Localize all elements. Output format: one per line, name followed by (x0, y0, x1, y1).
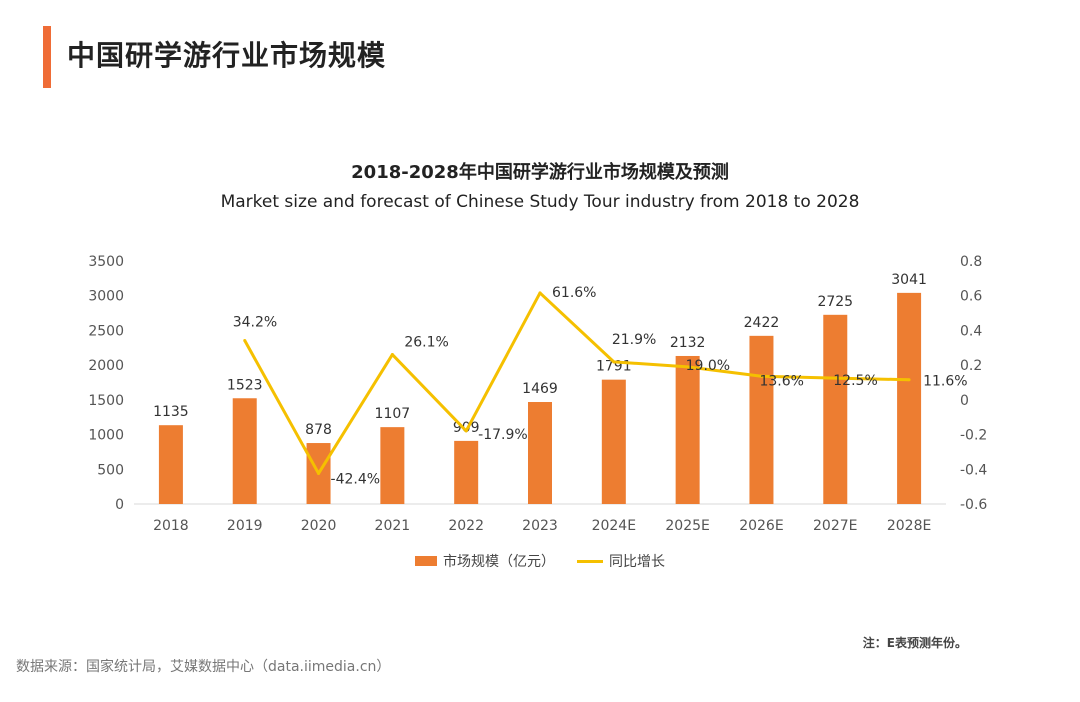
bar (454, 440, 479, 504)
growth-point (907, 378, 911, 382)
x-tick-label: 2027E (813, 518, 857, 534)
growth-value-label: -42.4% (331, 471, 381, 487)
growth-value-label: -17.9% (478, 427, 528, 443)
x-tick-label: 2026E (739, 518, 783, 534)
bar-value-label: 1523 (227, 377, 263, 393)
bar-value-label: 3041 (891, 272, 927, 288)
y-left-tick-label: 1500 (88, 393, 124, 409)
growth-point (759, 374, 763, 378)
growth-point (686, 365, 690, 369)
y-left-tick-label: 3000 (88, 289, 124, 305)
x-tick-label: 2018 (153, 518, 189, 534)
x-tick-label: 2019 (227, 518, 263, 534)
bar (380, 427, 405, 504)
growth-value-label: 61.6% (552, 285, 596, 301)
bar-value-label: 1135 (153, 404, 189, 420)
bar-value-label: 2725 (817, 294, 853, 310)
y-right-tick-label: 0.8 (960, 254, 982, 270)
legend-label-market-size: 市场规模（亿元） (443, 554, 555, 570)
x-tick-label: 2024E (592, 518, 636, 534)
growth-point (243, 338, 247, 342)
x-tick-label: 2025E (665, 518, 709, 534)
growth-point (390, 353, 394, 357)
growth-value-label: 19.0% (686, 358, 730, 374)
y-right-tick-label: 0.6 (960, 289, 982, 305)
bar (601, 379, 626, 504)
x-tick-label: 2021 (375, 518, 411, 534)
growth-value-label: 21.9% (612, 332, 656, 348)
bar-value-label: 1107 (375, 406, 411, 422)
bar (749, 335, 774, 504)
bar (232, 398, 257, 504)
bar-value-label: 2132 (670, 335, 706, 351)
legend-label-growth: 同比增长 (609, 554, 665, 570)
y-left-tick-label: 1000 (88, 428, 124, 444)
bar-value-label: 1469 (522, 381, 558, 397)
x-tick-label: 2023 (522, 518, 558, 534)
growth-value-label: 11.6% (923, 374, 967, 390)
bar (158, 425, 183, 504)
y-left-tick-label: 2500 (88, 323, 124, 339)
x-tick-label: 2020 (301, 518, 337, 534)
legend-line-swatch (577, 559, 603, 563)
growth-value-label: 12.5% (833, 373, 877, 389)
bar (675, 355, 700, 504)
data-source: 数据来源：国家统计局，艾媒数据中心（data.iimedia.cn） (16, 659, 391, 675)
growth-point (612, 360, 616, 364)
growth-line (243, 291, 910, 475)
y-right-tick-label: 0.4 (960, 323, 982, 339)
bar (528, 402, 552, 504)
bar (823, 314, 848, 504)
growth-point (538, 291, 542, 295)
legend-bar-swatch (415, 556, 437, 566)
y-left-tick-label: 2000 (88, 358, 124, 374)
y-right-tick-label: -0.4 (960, 462, 987, 478)
legend-item-growth: 同比增长 (577, 551, 665, 571)
y-right-tick-label: -0.6 (960, 497, 987, 513)
y-left-tick-label: 500 (97, 462, 124, 478)
growth-point (833, 376, 837, 380)
bar-value-label: 878 (305, 422, 332, 438)
y-left-tick-label: 3500 (88, 254, 124, 270)
growth-value-label: 26.1% (404, 335, 448, 351)
y-left-tick-label: 0 (115, 497, 124, 513)
chart-legend: 市场规模（亿元） 同比增长 (0, 551, 1080, 571)
y-right-tick-label: 0.2 (960, 358, 982, 374)
bar (897, 292, 922, 504)
x-tick-label: 2028E (887, 518, 931, 534)
growth-point (464, 429, 468, 433)
chart-subtitle: Market size and forecast of Chinese Stud… (220, 192, 860, 212)
growth-value-label: 34.2% (233, 314, 277, 330)
growth-point (317, 471, 321, 475)
title-accent-bar (43, 26, 51, 88)
growth-value-label: 13.6% (759, 373, 803, 389)
x-tick-label: 2022 (448, 518, 484, 534)
y-right-tick-label: 0 (960, 393, 969, 409)
page-title: 中国研学游行业市场规模 (67, 39, 387, 72)
y-right-tick-label: -0.2 (960, 428, 987, 444)
legend-item-market-size: 市场规模（亿元） (415, 551, 555, 571)
forecast-note: 注：E表预测年份。 (862, 636, 967, 650)
bar-value-label: 2422 (744, 315, 780, 331)
chart-title: 2018-2028年中国研学游行业市场规模及预测 (351, 162, 729, 183)
